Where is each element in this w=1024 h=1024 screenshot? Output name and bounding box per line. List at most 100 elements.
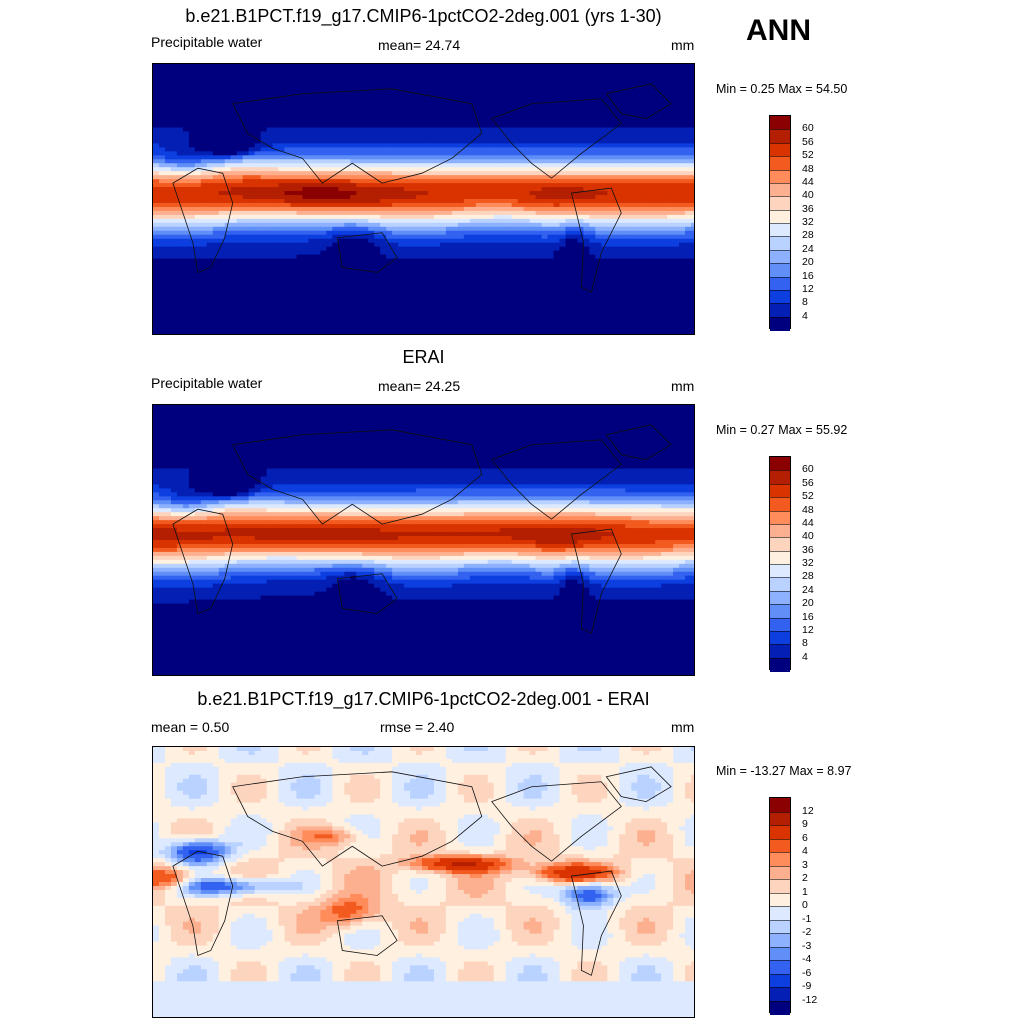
colorbar-tick-label: 20: [802, 256, 814, 269]
panel1-colorbar: [769, 115, 791, 331]
obs-field-map: [153, 405, 694, 675]
colorbar-swatch: [770, 236, 790, 251]
colorbar-tick-label: 60: [802, 463, 814, 476]
colorbar-swatch: [770, 289, 790, 304]
colorbar-swatch: [770, 249, 790, 264]
colorbar-swatch: [770, 657, 790, 672]
colorbar-tick-label: 32: [802, 557, 814, 569]
colorbar-tick-label: 3: [802, 858, 808, 871]
colorbar-tick-label: 6: [802, 831, 808, 844]
panel1-map: [152, 63, 695, 335]
colorbar-swatch: [770, 644, 790, 659]
colorbar-swatch: [770, 129, 790, 144]
colorbar-swatch: [770, 276, 790, 291]
panel2-variable-label: Precipitable water: [151, 375, 263, 391]
colorbar-tick-label: 48: [802, 162, 814, 175]
colorbar-swatch: [770, 960, 790, 974]
colorbar-swatch: [770, 811, 790, 826]
panel3-title: b.e21.B1PCT.f19_g17.CMIP6-1pctCO2-2deg.0…: [197, 689, 650, 709]
colorbar-swatch: [770, 865, 790, 880]
colorbar-swatch: [770, 182, 790, 197]
colorbar-tick-label: -6: [802, 966, 812, 979]
colorbar-tick-label: 36: [802, 543, 814, 556]
panel3-rmse-label: rmse = 2.40: [380, 719, 455, 735]
colorbar-tick-label: 12: [802, 804, 814, 817]
colorbar-tick-label: 8: [802, 296, 808, 309]
colorbar-tick-label: 4: [802, 650, 808, 663]
colorbar-tick-label: 0: [802, 899, 808, 911]
panel1-title: b.e21.B1PCT.f19_g17.CMIP6-1pctCO2-2deg.0…: [185, 6, 662, 26]
panel1-mean-label: mean= 24.74: [378, 37, 461, 53]
colorbar-swatch: [770, 892, 790, 907]
colorbar-swatch: [770, 630, 790, 645]
colorbar-swatch: [770, 946, 790, 961]
colorbar-swatch: [770, 1000, 790, 1015]
colorbar-swatch: [770, 798, 790, 812]
panel2-units-label: mm: [671, 378, 695, 394]
colorbar-swatch: [770, 919, 790, 934]
colorbar-swatch: [770, 590, 790, 605]
colorbar-swatch: [770, 825, 790, 839]
colorbar-tick-label: -2: [802, 926, 812, 938]
colorbar-swatch: [770, 457, 790, 471]
colorbar-tick-label: 20: [802, 597, 814, 610]
colorbar-tick-label: 44: [802, 175, 814, 188]
colorbar-swatch: [770, 523, 790, 538]
season-label: ANN: [746, 14, 811, 47]
colorbar-swatch: [770, 169, 790, 184]
model-field-map: [153, 64, 694, 334]
colorbar-tick-label: -1: [802, 912, 812, 925]
colorbar-tick-label: 56: [802, 135, 814, 148]
colorbar-tick-label: 28: [802, 229, 814, 242]
colorbar-tick-label: 16: [802, 269, 814, 282]
colorbar-tick-label: 44: [802, 516, 814, 529]
colorbar-tick-label: -12: [802, 993, 818, 1006]
colorbar-tick-label: 12: [802, 282, 814, 295]
colorbar-swatch: [770, 933, 790, 947]
colorbar-swatch: [770, 537, 790, 552]
panel2-minmax: Min = 0.27 Max = 55.92: [716, 423, 848, 437]
colorbar-tick-label: 16: [802, 610, 814, 623]
colorbar-tick-label: 12: [802, 623, 814, 636]
colorbar-swatch: [770, 196, 790, 211]
colorbar-swatch: [770, 316, 790, 331]
colorbar-swatch: [770, 209, 790, 224]
panel3-units-label: mm: [671, 719, 695, 735]
panel1-units-label: mm: [671, 37, 695, 53]
colorbar-swatch: [770, 263, 790, 277]
colorbar-swatch: [770, 879, 790, 893]
colorbar-swatch: [770, 223, 790, 237]
panel1-variable-label: Precipitable water: [151, 34, 263, 50]
colorbar-tick-label: 28: [802, 570, 814, 583]
colorbar-tick-label: 40: [802, 189, 814, 202]
colorbar-tick-label: -3: [802, 939, 812, 952]
colorbar-swatch: [770, 470, 790, 485]
colorbar-swatch: [770, 838, 790, 853]
colorbar-tick-label: 52: [802, 149, 814, 162]
colorbar-tick-label: 4: [802, 309, 808, 322]
colorbar-swatch: [770, 617, 790, 632]
panel3-minmax: Min = -13.27 Max = 8.97: [716, 764, 852, 778]
colorbar-tick-label: 36: [802, 202, 814, 215]
colorbar-tick-label: 40: [802, 530, 814, 543]
colorbar-tick-label: -9: [802, 980, 812, 992]
colorbar-swatch: [770, 116, 790, 130]
panel1-minmax: Min = 0.25 Max = 54.50: [716, 82, 848, 96]
colorbar-swatch: [770, 497, 790, 511]
colorbar-tick-label: 9: [802, 818, 808, 830]
colorbar-swatch: [770, 987, 790, 1001]
colorbar-swatch: [770, 510, 790, 525]
panel3-mean-label: mean = 0.50: [151, 719, 230, 735]
colorbar-tick-label: 32: [802, 216, 814, 228]
panel2-title: ERAI: [402, 347, 445, 367]
colorbar-swatch: [770, 156, 790, 170]
colorbar-swatch: [770, 973, 790, 988]
colorbar-swatch: [770, 906, 790, 920]
colorbar-tick-label: 24: [802, 583, 814, 596]
diff-field-map: [153, 747, 694, 1017]
colorbar-tick-label: 48: [802, 503, 814, 516]
colorbar-swatch: [770, 483, 790, 498]
panel2-map: [152, 404, 695, 676]
colorbar-tick-label: 2: [802, 872, 808, 884]
colorbar-swatch: [770, 303, 790, 318]
